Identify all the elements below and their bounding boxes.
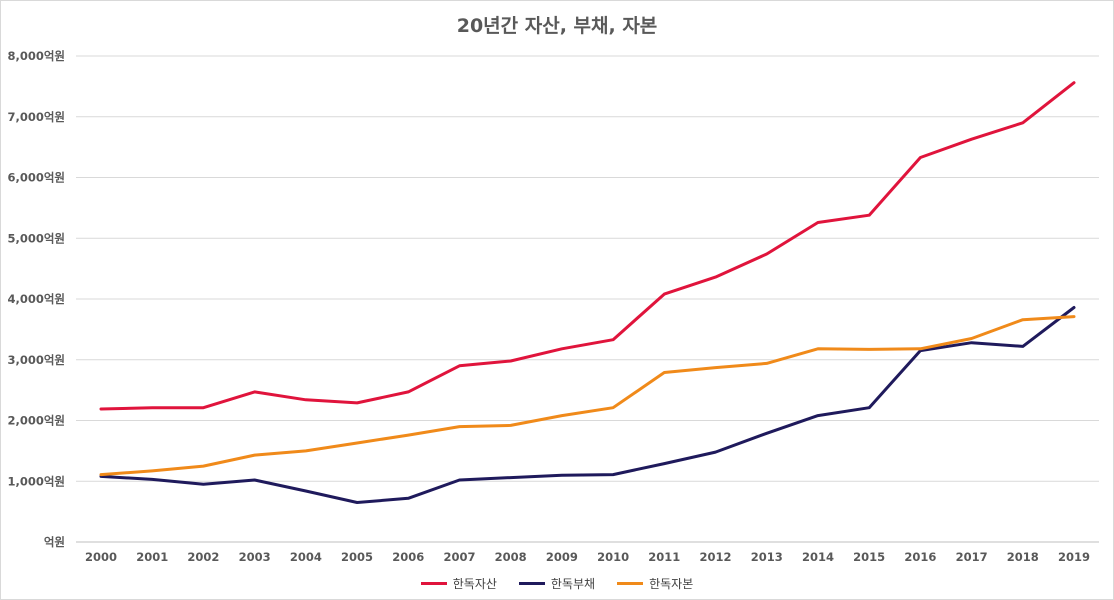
x-tick-label: 2012 xyxy=(700,550,732,564)
x-axis-ticks: 2000 2001 2002 2003 2004 2005 2006 2007 2008 2009… xyxy=(85,550,1090,564)
x-tick-label: 2007 xyxy=(443,550,475,564)
x-tick-label: 2004 xyxy=(290,550,322,564)
x-tick-label: 2003 xyxy=(239,550,271,564)
y-tick-label: 2,000억원 xyxy=(7,414,65,428)
y-tick-label: 1,000억원 xyxy=(7,474,65,488)
x-tick-label: 2011 xyxy=(648,550,680,564)
legend: 한독자산 한독부채 한독자본 xyxy=(1,575,1113,592)
y-tick-label: 억원 xyxy=(44,535,65,549)
y-tick-label: 4,000억원 xyxy=(7,292,65,306)
legend-label: 한독자본 xyxy=(649,577,694,591)
series-line-1 xyxy=(99,306,1076,504)
x-tick-label: 2001 xyxy=(136,550,168,564)
x-tick-label: 2008 xyxy=(495,550,527,564)
legend-swatch xyxy=(518,582,545,585)
x-tick-label: 2010 xyxy=(597,550,629,564)
series-line-0 xyxy=(99,81,1076,411)
y-axis-ticks: 억원 1,000억원 2,000억원 3,000억원 4,000억원 5,000억원 6,0… xyxy=(7,49,65,549)
y-tick-label: 7,000억원 xyxy=(7,110,65,124)
series-lines xyxy=(99,81,1076,504)
chart-title: 20년간 자산, 부채, 자본 xyxy=(456,15,658,37)
x-tick-label: 2013 xyxy=(751,550,783,564)
x-tick-label: 2019 xyxy=(1058,550,1090,564)
x-tick-label: 2000 xyxy=(85,550,117,564)
legend-label: 한독부채 xyxy=(550,577,596,591)
legend-swatch xyxy=(617,582,644,585)
legend-item: 한독부채 xyxy=(518,575,596,592)
y-tick-label: 6,000억원 xyxy=(7,171,65,185)
series-line-2 xyxy=(99,315,1076,477)
x-tick-label: 2006 xyxy=(392,550,424,564)
legend-swatch xyxy=(420,582,447,585)
y-tick-label: 3,000억원 xyxy=(7,353,65,367)
legend-item: 한독자산 xyxy=(420,575,497,592)
x-tick-label: 2014 xyxy=(802,550,834,564)
x-tick-label: 2005 xyxy=(341,550,373,564)
gridlines xyxy=(76,55,1099,543)
x-tick-label: 2002 xyxy=(187,550,219,564)
x-tick-label: 2016 xyxy=(904,550,936,564)
legend-item: 한독자본 xyxy=(617,575,693,592)
legend-label: 한독자산 xyxy=(452,577,497,591)
x-tick-label: 2017 xyxy=(956,550,988,564)
x-tick-label: 2018 xyxy=(1007,550,1039,564)
y-tick-label: 8,000억원 xyxy=(7,49,65,63)
y-tick-label: 5,000억원 xyxy=(7,231,65,245)
x-tick-label: 2015 xyxy=(853,550,885,564)
x-tick-label: 2009 xyxy=(546,550,578,564)
